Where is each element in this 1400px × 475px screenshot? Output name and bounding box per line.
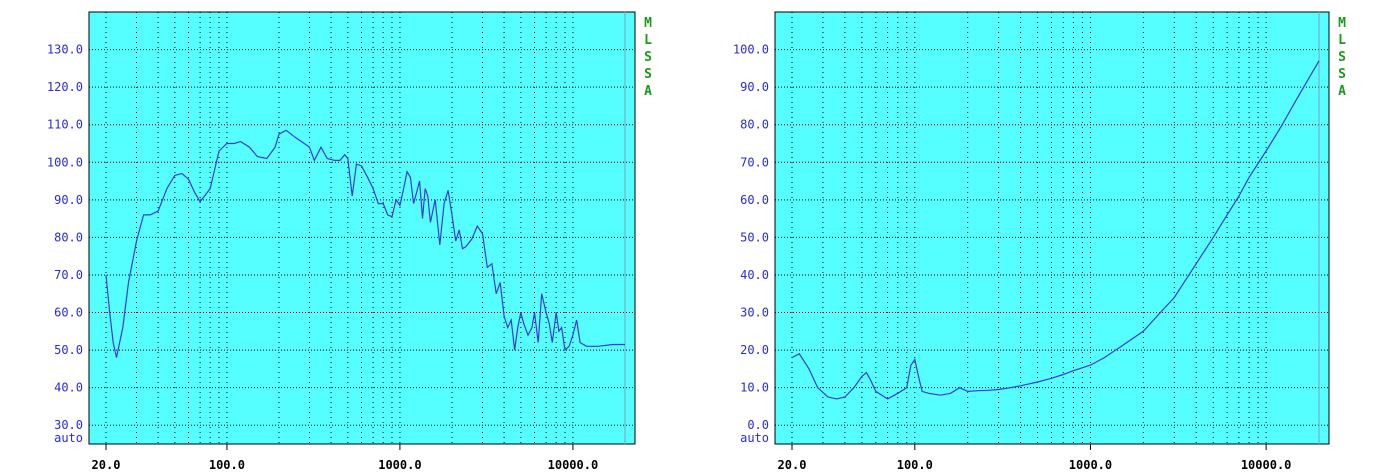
mlssa-label-char: S: [1338, 50, 1346, 65]
y-tick-label: 10.0: [740, 381, 769, 395]
x-tick-label: 100.0: [209, 458, 245, 472]
y-tick-label: 70.0: [54, 268, 83, 282]
mlssa-label-char: A: [644, 84, 652, 99]
y-tick-label: 100.0: [47, 155, 83, 169]
mlssa-label-char: S: [644, 50, 652, 65]
x-tick-label: 20.0: [92, 458, 121, 472]
y-axis-mode-label: auto: [54, 431, 83, 445]
y-tick-label: 110.0: [47, 118, 83, 132]
mlssa-label-char: M: [644, 16, 652, 31]
y-tick-label: 30.0: [740, 306, 769, 320]
y-tick-label: 100.0: [733, 43, 769, 57]
x-tick-label: 20.0: [778, 458, 807, 472]
y-tick-label: 50.0: [740, 230, 769, 244]
y-tick-label: 40.0: [740, 268, 769, 282]
mlssa-label-char: A: [1338, 84, 1346, 99]
y-tick-label: 120.0: [47, 80, 83, 94]
mlssa-label-char: S: [1338, 67, 1346, 82]
y-axis-mode-label: auto: [740, 431, 769, 445]
y-tick-label: 50.0: [54, 343, 83, 357]
x-tick-label: 100.0: [897, 458, 933, 472]
series-line: [791, 60, 1320, 400]
y-tick-label: 80.0: [54, 230, 83, 244]
y-tick-label: 20.0: [740, 343, 769, 357]
y-tick-label: 80.0: [740, 118, 769, 132]
y-tick-label: 30.0: [54, 418, 83, 432]
y-tick-label: 60.0: [54, 306, 83, 320]
mlssa-label-char: L: [1338, 33, 1346, 48]
mlssa-label-char: M: [1338, 16, 1346, 31]
series-line: [105, 129, 625, 358]
x-tick-label: 1000.0: [378, 458, 421, 472]
y-tick-label: 90.0: [740, 80, 769, 94]
x-tick-label: 10000.0: [548, 458, 599, 472]
plot-area: [774, 11, 1330, 445]
y-tick-label: 130.0: [47, 43, 83, 57]
frequency-response-chart: 130.0 120.0 110.0 100.0 90.0 80.0 70.0 60.0 50.0…: [47, 11, 652, 472]
impedance-chart: 100.0 90.0 80.0 70.0 60.0 50.0 40.0 30.0 20.0 10.…: [733, 11, 1346, 472]
y-tick-label: 40.0: [54, 381, 83, 395]
y-tick-label: 90.0: [54, 193, 83, 207]
y-tick-label: 70.0: [740, 155, 769, 169]
y-tick-label: 0.0: [747, 418, 769, 432]
mlssa-label-char: L: [644, 33, 652, 48]
x-tick-label: 1000.0: [1069, 458, 1112, 472]
y-tick-label: 60.0: [740, 193, 769, 207]
x-tick-label: 10000.0: [1241, 458, 1292, 472]
mlssa-label-char: S: [644, 67, 652, 82]
